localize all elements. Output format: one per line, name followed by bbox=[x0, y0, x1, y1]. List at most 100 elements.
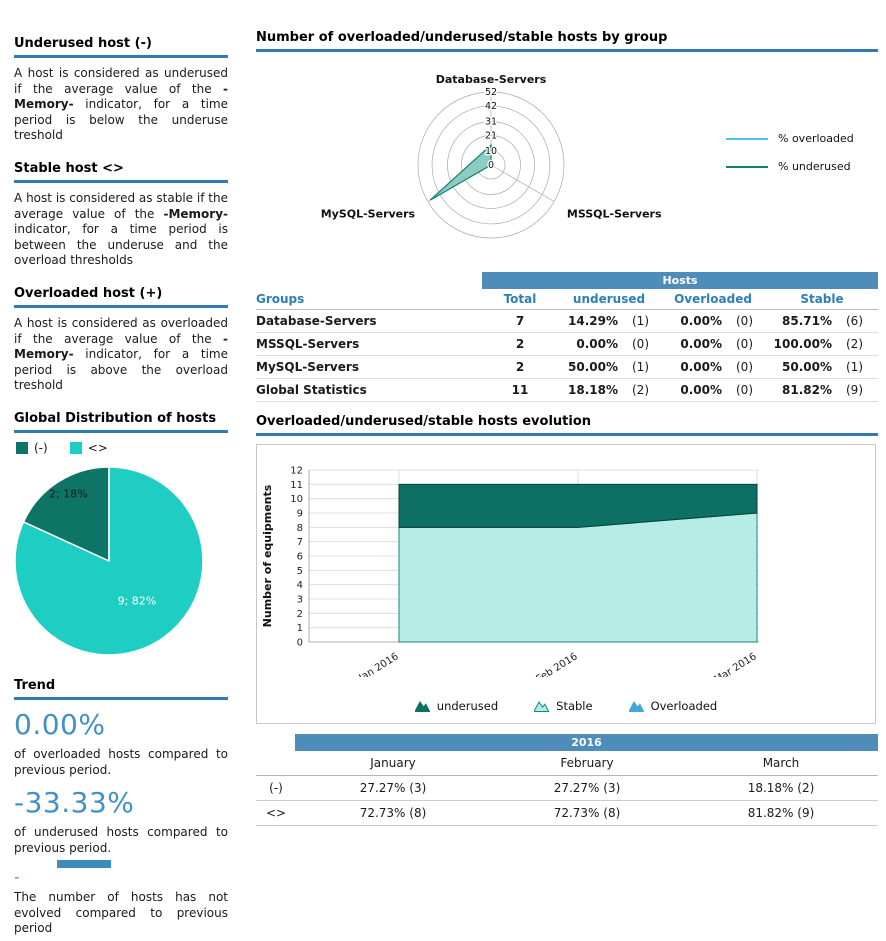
overloaded-host-heading: Overloaded host (+) bbox=[14, 286, 228, 308]
svg-text:Database-Servers: Database-Servers bbox=[436, 73, 547, 86]
cell-underused-count: (1) bbox=[632, 360, 649, 374]
def-text: A host is considered as underused if the… bbox=[14, 66, 228, 96]
svg-text:Feb 2016: Feb 2016 bbox=[534, 651, 579, 677]
pie-legend: (-) <> bbox=[16, 441, 228, 455]
stable-legend-item: Stable bbox=[534, 699, 593, 713]
cell-stable-pct: 50.00% bbox=[782, 360, 832, 374]
svg-text:42: 42 bbox=[485, 101, 497, 112]
cell-january: 72.73% (8) bbox=[359, 806, 427, 820]
svg-text:3: 3 bbox=[297, 595, 303, 606]
cell-overloaded-pct: 0.00% bbox=[680, 360, 722, 374]
svg-text:4: 4 bbox=[297, 580, 303, 591]
svg-text:9; 82%: 9; 82% bbox=[118, 594, 157, 607]
svg-text:10: 10 bbox=[485, 146, 497, 157]
hosts-by-group-title: Number of overloaded/underused/stable ho… bbox=[256, 30, 878, 52]
svg-text:6: 6 bbox=[297, 552, 303, 563]
cell-underused-count: (1) bbox=[632, 314, 649, 328]
hosts-table-band: Hosts bbox=[482, 272, 878, 289]
cell-group: MSSQL-Servers bbox=[256, 337, 360, 351]
cell-underused-pct: 18.18% bbox=[568, 383, 618, 397]
hosts-evolution-chart: 0 1 2 3 4 5 6 7 8 9 10 11 12 Jan 2016 Feb 2016 Mar 2016… bbox=[256, 444, 876, 724]
table-row: Database-Servers 7 14.29% (1) 0.00% (0) … bbox=[256, 310, 878, 333]
table-row: MySQL-Servers 2 50.00% (1) 0.00% (0) 50.… bbox=[256, 356, 878, 379]
def-text: A host is considered as stable if the av… bbox=[14, 190, 228, 221]
memory-indicator-label: -Memory- bbox=[14, 331, 228, 362]
overloaded-legend-label: Overloaded bbox=[650, 699, 718, 713]
stable-column-header: Stable bbox=[800, 292, 844, 306]
svg-text:31: 31 bbox=[485, 116, 497, 127]
cell-underused-pct: 50.00% bbox=[568, 360, 618, 374]
sidebar: Underused host (-) A host is considered … bbox=[14, 36, 228, 941]
overloaded-triangle-icon bbox=[628, 700, 644, 712]
stable-host-description: A host is considered as stable if the av… bbox=[14, 191, 228, 269]
svg-text:21: 21 bbox=[485, 131, 497, 142]
def-text: A host is considered as overloaded if th… bbox=[14, 315, 228, 346]
radar-legend: % overloaded % underused bbox=[726, 132, 854, 188]
underused-legend-label: (-) bbox=[34, 440, 48, 455]
cell-total: 11 bbox=[511, 383, 529, 397]
cell-overloaded-pct: 0.00% bbox=[680, 314, 722, 328]
underused-host-description: A host is considered as underused if the… bbox=[14, 66, 228, 144]
svg-text:MSSQL-Servers: MSSQL-Servers bbox=[567, 208, 662, 221]
cell-total: 7 bbox=[515, 314, 525, 328]
cell-underused-count: (0) bbox=[632, 337, 649, 351]
cell-underused-pct: 14.29% bbox=[568, 314, 618, 328]
hosts-trend-description: The number of hosts has not evolved comp… bbox=[14, 890, 228, 936]
def-text: indicator, for a time period is between … bbox=[14, 222, 228, 268]
global-distribution-heading: Global Distribution of hosts bbox=[14, 411, 228, 433]
cell-overloaded-count: (0) bbox=[736, 314, 753, 328]
cell-january: 27.27% (3) bbox=[359, 781, 427, 795]
cell-overloaded-count: (0) bbox=[736, 337, 753, 351]
cell-stable-count: (9) bbox=[846, 383, 863, 397]
radar-chart-area: 0 10 21 31 42 52 Database-Servers MSSQL-Servers… bbox=[256, 60, 878, 272]
cell-total: 2 bbox=[515, 360, 525, 374]
cell-february: 27.27% (3) bbox=[553, 781, 621, 795]
svg-text:5: 5 bbox=[297, 566, 303, 577]
cell-stable-pct: 81.82% bbox=[782, 383, 832, 397]
underused-legend-swatch bbox=[16, 441, 28, 454]
cell-total: 2 bbox=[515, 337, 525, 351]
overloaded-host-description: A host is considered as overloaded if th… bbox=[14, 316, 228, 394]
cell-overloaded-pct: 0.00% bbox=[680, 337, 722, 351]
cell-group: MySQL-Servers bbox=[256, 360, 359, 374]
horizontal-scrollbar-thumb[interactable] bbox=[57, 860, 111, 868]
cell-stable-count: (2) bbox=[846, 337, 863, 351]
underused-series-legend: % underused bbox=[726, 160, 854, 173]
svg-text:1: 1 bbox=[297, 623, 303, 634]
svg-text:Mar 2016: Mar 2016 bbox=[712, 651, 758, 677]
svg-text:2: 2 bbox=[297, 609, 303, 620]
svg-text:52: 52 bbox=[485, 87, 497, 98]
svg-text:0: 0 bbox=[297, 638, 303, 649]
underused-column-header: underused bbox=[572, 292, 646, 306]
table-row: <> 72.73% (8) 72.73% (8) 81.82% (9) bbox=[256, 801, 878, 826]
svg-text:12: 12 bbox=[290, 466, 303, 477]
overloaded-trend-description: of overloaded hosts compared to previous… bbox=[14, 746, 228, 777]
february-column-header: February bbox=[560, 756, 614, 770]
hosts-evolution-title: Overloaded/underused/stable hosts evolut… bbox=[256, 414, 878, 436]
year-table-band: 2016 bbox=[295, 734, 878, 751]
report-main: Number of overloaded/underused/stable ho… bbox=[256, 30, 878, 826]
hosts-table-header-row: Groups Total underused Overloaded Stable bbox=[256, 289, 878, 310]
cell-march: 81.82% (9) bbox=[747, 806, 815, 820]
svg-text:Number of equipments: Number of equipments bbox=[261, 484, 274, 627]
overloaded-legend-item: Overloaded bbox=[628, 699, 718, 713]
march-column-header: March bbox=[762, 756, 800, 770]
cell-february: 72.73% (8) bbox=[553, 806, 621, 820]
underused-host-heading: Underused host (-) bbox=[14, 36, 228, 58]
underused-legend-item: underused bbox=[414, 699, 498, 713]
svg-text:8: 8 bbox=[297, 523, 303, 534]
svg-text:7: 7 bbox=[297, 537, 303, 548]
memory-indicator-label: -Memory- bbox=[14, 81, 228, 112]
year-table-header-row: January February March bbox=[256, 751, 878, 776]
cell-underused-count: (2) bbox=[632, 383, 649, 397]
overloaded-series-legend: % overloaded bbox=[726, 132, 854, 145]
svg-text:2; 18%: 2; 18% bbox=[49, 488, 88, 501]
table-row: MSSQL-Servers 2 0.00% (0) 0.00% (0) 100.… bbox=[256, 333, 878, 356]
cell-overloaded-pct: 0.00% bbox=[680, 383, 722, 397]
stable-host-heading: Stable host <> bbox=[14, 161, 228, 183]
stable-legend-swatch bbox=[69, 441, 82, 454]
global-statistics-row: Global Statistics 11 18.18% (2) 0.00% (0… bbox=[256, 379, 878, 402]
underused-triangle-icon bbox=[414, 700, 430, 712]
